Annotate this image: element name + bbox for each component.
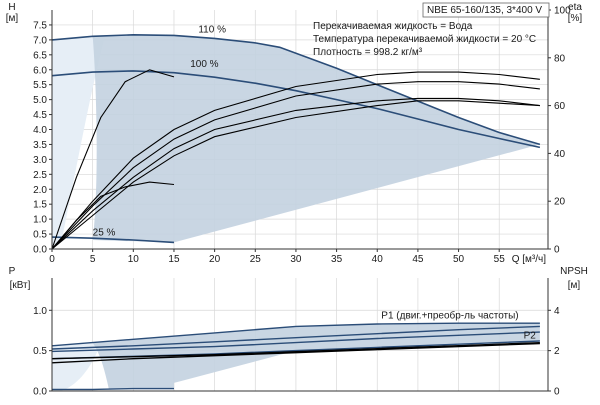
x-axis-label: Q [м³/ч] <box>512 254 547 265</box>
y-tick-label: 0.0 <box>33 245 47 256</box>
annotation-25: 25 % <box>93 228 116 239</box>
head-curve-3 <box>51 236 175 244</box>
legend-p2: P2 <box>524 331 537 342</box>
y2-axis-label-unit: [%] <box>568 13 583 24</box>
x-tick-label: 30 <box>290 254 302 265</box>
y-tick-label: 7.5 <box>33 20 47 31</box>
y-tick-label: 7.0 <box>33 35 47 46</box>
x-tick-label: 35 <box>331 254 343 265</box>
operating-envelope-bottom <box>52 323 540 391</box>
power-curve-3 <box>51 331 540 353</box>
x-tick-label: 45 <box>412 254 424 265</box>
efficiency-curve-5 <box>51 69 175 250</box>
y-tick-label: 4.5 <box>33 110 47 121</box>
labels: NBE 65-160/135, 3*400 V Перекачиваемая ж… <box>313 2 550 58</box>
title-box-frame <box>422 2 550 18</box>
top-curves: 110 % 100 % 25 % <box>51 24 541 250</box>
y-tick-label: 2.5 <box>33 170 47 181</box>
y-tick-label: 1.5 <box>33 200 47 211</box>
x-tick-label: 55 <box>494 254 506 265</box>
envelope-light-area <box>52 36 105 250</box>
power-curve-2 <box>51 325 540 350</box>
y-tick-label: 5.0 <box>33 95 47 106</box>
y-tick-label: 3.0 <box>33 155 47 166</box>
y-tick-label-bottom: 0.0 <box>33 387 47 398</box>
bottom-curves: P1 (двиг.+преобр-ль частоты) P2 <box>51 309 540 391</box>
x-tick-label: 15 <box>168 254 180 265</box>
y-axis-label-name: H <box>8 2 15 13</box>
x-tick-label: 50 <box>453 254 465 265</box>
efficiency-curve-2 <box>51 81 540 250</box>
efficiency-curve-6 <box>51 181 175 250</box>
y-tick-label-bottom: 1.0 <box>33 306 47 317</box>
power-curve-1 <box>51 322 540 347</box>
x-tick-label: 0 <box>49 254 55 265</box>
head-curve-1 <box>51 33 541 146</box>
y2-tick-label: 40 <box>554 149 566 160</box>
legend-p1: P1 (двиг.+преобр-ль частоты) <box>381 309 518 321</box>
envelope-main-area-bottom <box>92 323 540 390</box>
power-axis-label-unit: [кВт] <box>10 280 31 291</box>
head-curve-2 <box>51 70 541 149</box>
envelope-main-area <box>92 34 540 243</box>
y2-tick-label: 100 <box>554 6 571 17</box>
y-tick-label: 4.0 <box>33 125 47 136</box>
y2-tick-label-bottom: 0 <box>554 387 560 398</box>
y-tick-label: 3.5 <box>33 140 47 151</box>
y2-axis-label-name: eta <box>568 2 582 13</box>
y2-tick-label: 80 <box>554 53 566 64</box>
y2-tick-label: 0 <box>554 245 560 256</box>
annotation-110: 110 % <box>198 24 226 35</box>
y2-tick-label: 60 <box>554 101 566 112</box>
power-curve-5 <box>52 387 174 391</box>
operating-envelope-top <box>52 34 540 250</box>
x-tick-label: 20 <box>209 254 221 265</box>
npsh-axis-label-unit: [м] <box>568 280 581 291</box>
y-tick-label: 6.5 <box>33 50 47 61</box>
y-tick-label: 0.5 <box>33 230 47 241</box>
annotation-100: 100 % <box>190 59 218 70</box>
npsh-curve-2 <box>51 342 540 364</box>
y-axis-label-unit: [м] <box>6 13 19 24</box>
x-tick-label: 10 <box>128 254 140 265</box>
x-tick-label: 25 <box>250 254 262 265</box>
y2-tick-label-bottom: 4 <box>554 306 560 317</box>
y-tick-label: 2.0 <box>33 185 47 196</box>
y-tick-label: 1.0 <box>33 215 47 226</box>
info-line-temperature: Температура перекачиваемой жидкости = 20… <box>313 34 536 45</box>
x-tick-label: 40 <box>372 254 384 265</box>
info-line-fluid: Перекачиваемая жидкость = Вода <box>313 21 473 32</box>
title-box: NBE 65-160/135, 3*400 V <box>427 5 542 16</box>
y2-tick-label: 20 <box>554 197 566 208</box>
axes: 0 5 10 15 20 25 30 35 40 45 50 55 Q [м³/ч]0.00.51.01… <box>6 2 588 398</box>
x-tick-label: 5 <box>90 254 96 265</box>
y-tick-label: 5.5 <box>33 80 47 91</box>
y-tick-label: 6.0 <box>33 65 47 76</box>
y-tick-label-bottom: 0.5 <box>33 346 47 357</box>
efficiency-curve-4 <box>51 100 540 250</box>
info-line-density: Плотность = 998.2 кг/м³ <box>313 47 423 58</box>
y2-tick-label-bottom: 2 <box>554 346 560 357</box>
power-axis-label-name: P <box>9 266 16 277</box>
npsh-axis-label-name: NPSH <box>560 266 588 277</box>
npsh-curve-1 <box>51 341 540 360</box>
efficiency-curve-1 <box>51 71 540 250</box>
envelope-light-area-bottom <box>52 342 101 391</box>
